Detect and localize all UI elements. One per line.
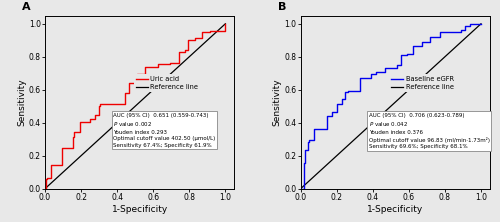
Text: AUC (95% CI)  0.706 (0.623-0.789)
$\it{P}$ value 0.042
Youden index 0.376
Optima: AUC (95% CI) 0.706 (0.623-0.789) $\it{P}… [369, 113, 490, 149]
Text: AUC (95% CI)  0.651 (0.559-0.743)
$\it{P}$ value 0.002
Youden index 0.293
Optima: AUC (95% CI) 0.651 (0.559-0.743) $\it{P}… [113, 113, 216, 148]
X-axis label: 1-Specificity: 1-Specificity [112, 205, 168, 214]
Text: A: A [22, 2, 31, 12]
Legend: Uric acid, Reference line: Uric acid, Reference line [134, 74, 200, 92]
Y-axis label: Sensitivity: Sensitivity [17, 78, 26, 126]
X-axis label: 1-Specificity: 1-Specificity [367, 205, 424, 214]
Text: B: B [278, 2, 286, 12]
Legend: Baseline eGFR, Reference line: Baseline eGFR, Reference line [389, 74, 456, 92]
Y-axis label: Sensitivity: Sensitivity [272, 78, 281, 126]
